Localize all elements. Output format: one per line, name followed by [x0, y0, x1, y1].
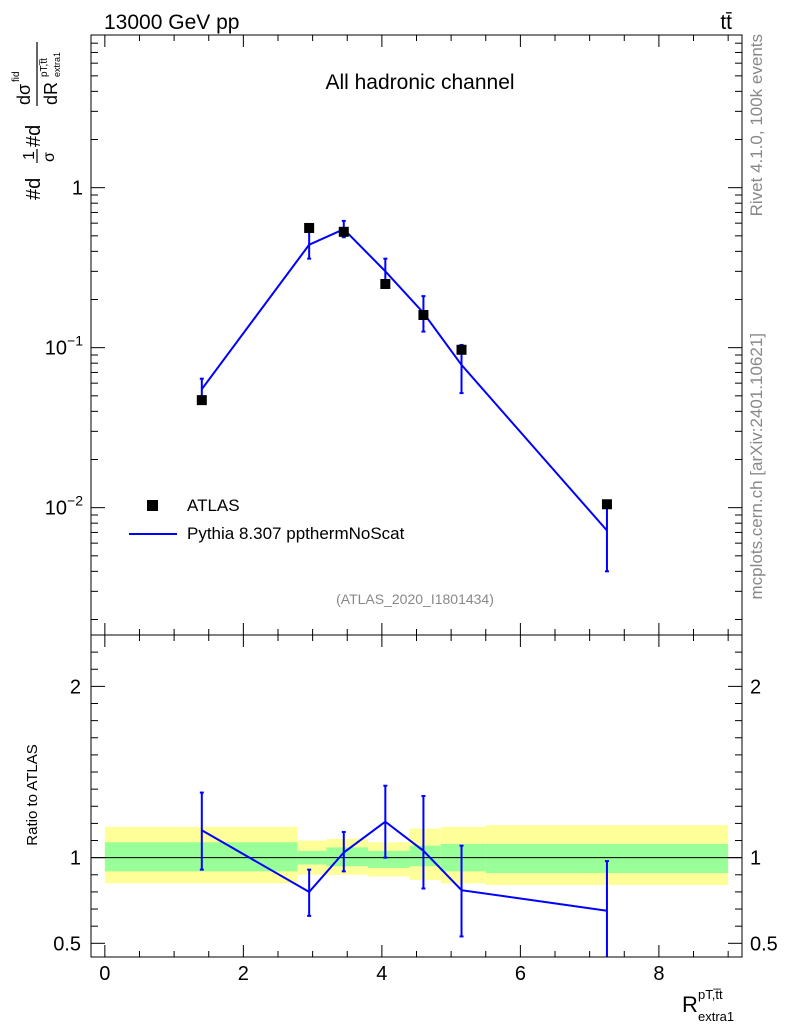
svg-text:σ: σ: [41, 152, 58, 162]
ratio-ytick-label-right: 1: [750, 848, 761, 870]
legend-marker-atlas: [147, 500, 158, 511]
xlabel-r: R: [682, 992, 698, 1017]
svg-text:extra1: extra1: [52, 52, 62, 77]
data-point: [418, 310, 429, 321]
ratio-axis-ticks: 0 2 4 6 8 2 2 1 1 0.5 0.5: [53, 635, 778, 985]
main-plot-frame: [90, 34, 743, 636]
ratio-xtick-label: 2: [238, 963, 249, 985]
ratio-bands-layer: [91, 825, 742, 886]
ylabel-sub: extra1: [52, 52, 62, 77]
ratio-ytick-label-right: 0.5: [750, 933, 778, 955]
main-axis-ticks: 1 10−1 10−2: [45, 34, 742, 635]
ratio-xtick-label: 6: [515, 963, 526, 985]
ylabel-frac-den: σ: [41, 152, 58, 162]
data-point: [601, 499, 612, 510]
svg-text:1: 1: [21, 151, 38, 160]
main-ylabel: #d 1 σ #d dσ fid dR pT,t̅t: [11, 42, 62, 200]
ratio-ytick-label: 1: [70, 848, 81, 870]
ylabel-sup: pT,t̅t: [38, 58, 50, 77]
ratio-ytick-label-right: 2: [750, 676, 761, 698]
ylabel-dsigma: dσ: [14, 84, 34, 105]
ylabel-fid: fid: [11, 71, 22, 82]
svg-text:#d: #d: [23, 125, 45, 147]
ratio-ytick-label: 0.5: [53, 933, 81, 955]
legend: ATLAS Pythia 8.307 ppthermNoScat: [129, 496, 405, 543]
svg-text:fid: fid: [11, 71, 22, 82]
main-plot-panel: 1 10−1 10−2 All hadronic channel (ATLAS_20…: [11, 34, 743, 636]
mcplots-label: mcplots.cern.ch [arXiv:2401.10621]: [747, 333, 766, 599]
watermark: (ATLAS_2020_I1801434): [336, 591, 494, 607]
xlabel-sup: pT,t̅t: [698, 987, 723, 1002]
ratio-xtick-label: 4: [376, 963, 387, 985]
svg-text:dσ: dσ: [14, 84, 34, 105]
ratio-band-inner: [368, 850, 410, 868]
svg-text:#d: #d: [23, 178, 45, 200]
ratio-xtick-label: 0: [99, 963, 110, 985]
svg-text:R: R: [682, 992, 698, 1017]
ratio-plot-frame: [90, 634, 743, 958]
svg-text:dR: dR: [41, 82, 61, 105]
ylabel-part-d2: #d: [23, 125, 45, 147]
ylabel-dr: dR: [41, 82, 61, 105]
main-plot-title: All hadronic channel: [325, 71, 514, 94]
ratio-ytick-label: 2: [70, 676, 81, 698]
svg-text:extra1: extra1: [698, 1009, 734, 1024]
ratio-xlabel: R pT,t̅t extra1: [682, 987, 734, 1024]
data-point: [196, 395, 207, 406]
ratio-plot-panel: 0 2 4 6 8 2 2 1 1 0.5 0.5 Ratio to ATLAS R pT,t̅t …: [24, 634, 778, 1024]
mc-line: [201, 228, 608, 532]
data-point: [304, 222, 315, 233]
ylabel-part-d: #d: [23, 178, 45, 200]
svg-text:pT,t̅t: pT,t̅t: [698, 987, 723, 1002]
ratio-series-layer: [199, 784, 609, 957]
energy-label: 13000 GeV pp: [104, 11, 239, 34]
xlabel-sub: extra1: [698, 1009, 734, 1024]
ratio-xtick-label: 8: [653, 963, 664, 985]
main-ytick-label: 1: [72, 178, 83, 200]
data-point: [456, 344, 467, 355]
data-point: [338, 226, 349, 237]
ratio-ylabel: Ratio to ATLAS: [24, 744, 41, 845]
main-series-layer: [196, 219, 612, 573]
rivet-label: Rivet 4.1.0, 100k events: [747, 34, 766, 216]
main-ytick-label: 10−1: [45, 333, 83, 360]
legend-label-atlas: ATLAS: [187, 496, 240, 515]
ylabel-frac-num: 1: [21, 151, 38, 160]
process-label: tt̄: [720, 11, 732, 34]
legend-label-pythia: Pythia 8.307 ppthermNoScat: [187, 524, 405, 543]
data-point: [380, 279, 391, 290]
svg-text:pT,t̅t: pT,t̅t: [38, 58, 50, 77]
main-ytick-label: 10−2: [45, 493, 83, 520]
